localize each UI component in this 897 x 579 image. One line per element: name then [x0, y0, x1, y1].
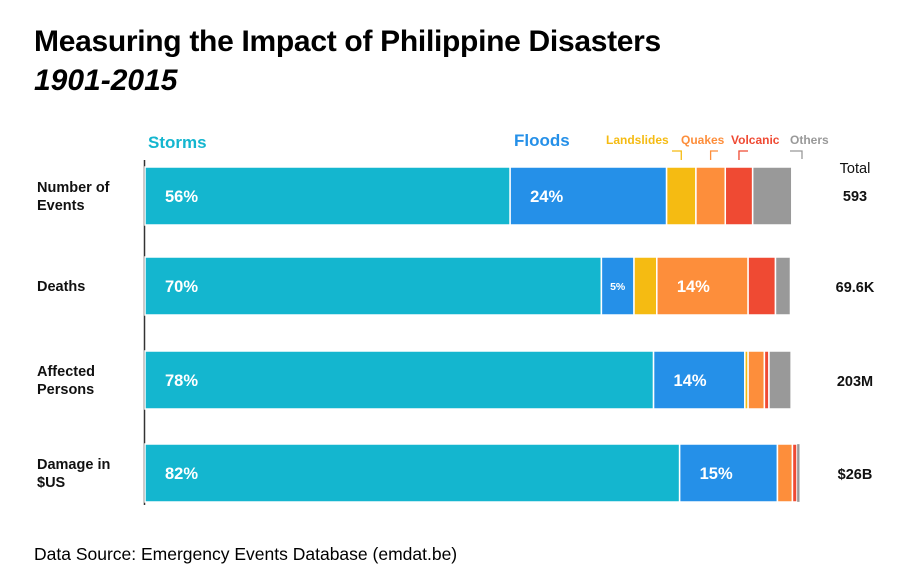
bar-floods-affected-persons: [652, 350, 746, 410]
data-label-storms-affected-persons: 78%: [165, 372, 198, 390]
bar-quakes-affected-persons: [747, 350, 766, 410]
chart-title: Measuring the Impact of Philippine Disas…: [34, 25, 661, 58]
data-label-floods-number-of-events: 24%: [530, 188, 563, 206]
data-label-storms-damage-in-us: 82%: [165, 465, 198, 483]
bar-others-affected-persons: [768, 350, 792, 410]
legend-leader-volcanic: [738, 150, 748, 160]
bar-volcanic-damage-in-us: [791, 443, 798, 503]
bar-storms-number-of-events: [144, 166, 511, 226]
category-label-damage-in-us-line-2: $US: [37, 475, 66, 491]
bar-quakes-number-of-events: [695, 166, 727, 226]
chart-subtitle: 1901-2015: [34, 64, 178, 97]
legend-label-quakes: Quakes: [681, 133, 725, 147]
data-label-floods-affected-persons: 14%: [674, 372, 707, 390]
bar-others-damage-in-us: [796, 443, 800, 503]
data-label-floods-deaths: 5%: [610, 281, 626, 293]
bar-floods-number-of-events: [509, 166, 668, 226]
total-deaths: 69.6K: [836, 280, 875, 296]
bar-others-deaths: [774, 256, 792, 316]
category-label-deaths: Deaths: [37, 279, 85, 295]
total-damage-in-us: $26B: [838, 467, 873, 483]
total-number-of-events: 593: [843, 189, 867, 205]
data-label-floods-damage-in-us: 15%: [700, 465, 733, 483]
bar-storms-deaths: [144, 256, 603, 316]
data-label-quakes-deaths: 14%: [677, 278, 710, 296]
bar-floods-damage-in-us: [678, 443, 779, 503]
bar-volcanic-deaths: [747, 256, 777, 316]
legend-label-others: Others: [790, 133, 829, 147]
category-label-affected-persons-line-2: Persons: [37, 382, 94, 398]
bar-storms-damage-in-us: [144, 443, 681, 503]
bar-quakes-deaths: [656, 256, 749, 316]
total-header: Total: [840, 161, 871, 177]
category-label-affected-persons-line-1: Affected: [37, 364, 95, 380]
total-affected-persons: 203M: [837, 374, 873, 390]
legend-leader-quakes: [709, 150, 718, 160]
data-label-storms-deaths: 70%: [165, 278, 198, 296]
bar-volcanic-number-of-events: [724, 166, 754, 226]
category-label-number-of-events-line-2: Events: [37, 198, 85, 214]
category-label-damage-in-us-line-1: Damage in: [37, 457, 110, 473]
legend-label-landslides: Landslides: [606, 133, 669, 147]
data-source-note: Data Source: Emergency Events Database (…: [34, 544, 458, 564]
legend-leader-others: [790, 150, 803, 159]
legend-label-floods: Floods: [514, 131, 570, 150]
bar-storms-affected-persons: [144, 350, 655, 410]
bar-others-number-of-events: [751, 166, 793, 226]
bar-quakes-damage-in-us: [776, 443, 794, 503]
bar-floods-deaths: [600, 256, 635, 316]
bar-landslides-number-of-events: [665, 166, 697, 226]
bar-landslides-deaths: [633, 256, 658, 316]
legend-label-volcanic: Volcanic: [731, 133, 780, 147]
legend-leader-landslides: [672, 150, 682, 160]
legend-label-storms: Storms: [148, 133, 207, 152]
category-label-number-of-events-line-1: Number of: [37, 180, 110, 196]
data-label-storms-number-of-events: 56%: [165, 188, 198, 206]
